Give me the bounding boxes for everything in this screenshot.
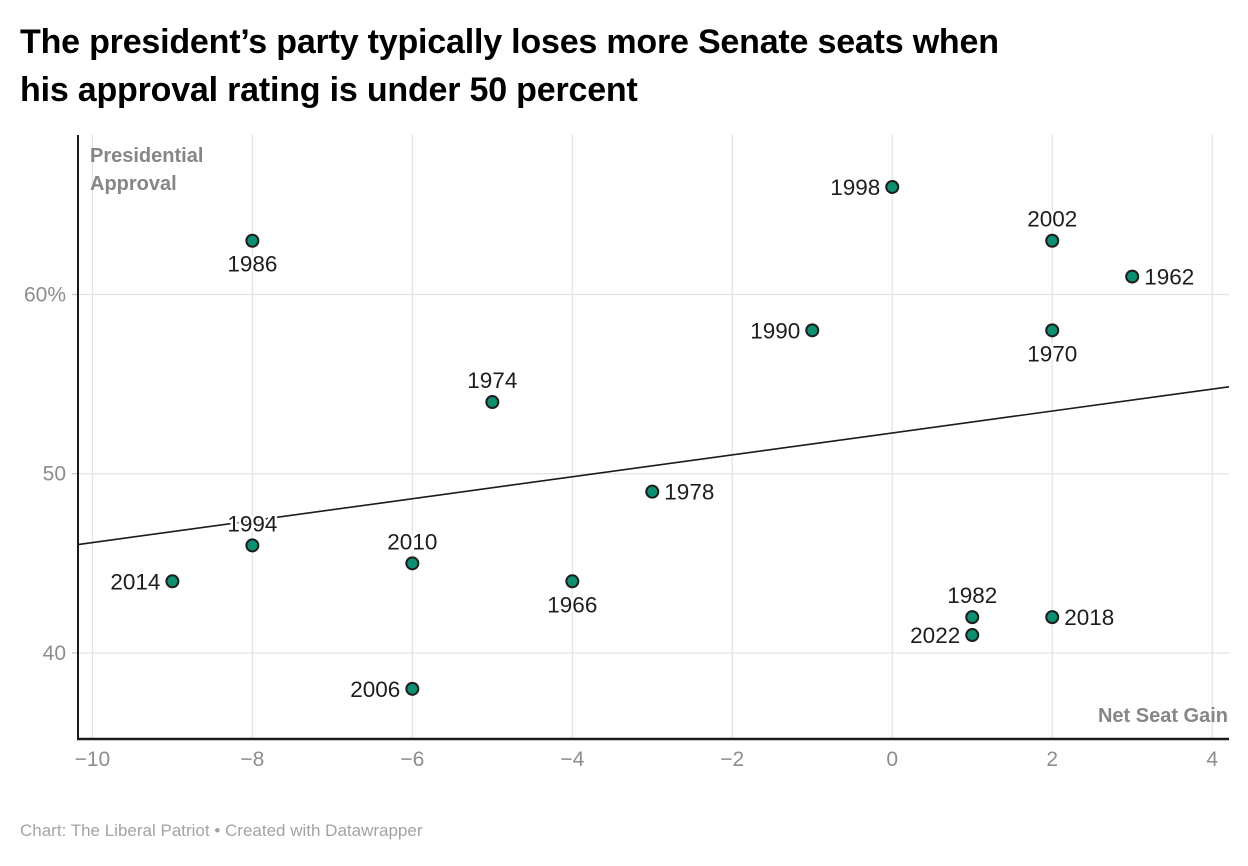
x-tick-label: 2	[1046, 748, 1058, 771]
data-point-label-1990: 1990	[750, 318, 800, 343]
x-tick-label: −4	[560, 748, 584, 771]
data-point-1994[interactable]	[245, 538, 260, 553]
data-point-1990[interactable]	[805, 323, 820, 338]
data-point-2014[interactable]	[165, 574, 180, 589]
data-point-2022[interactable]	[965, 628, 980, 643]
data-point-label-2018: 2018	[1064, 605, 1114, 630]
data-point-1974[interactable]	[485, 395, 500, 410]
data-point-label-1970: 1970	[1027, 341, 1077, 366]
data-point-1970[interactable]	[1045, 323, 1060, 338]
data-point-label-1978: 1978	[664, 480, 714, 505]
data-point-label-2014: 2014	[110, 569, 160, 594]
x-tick-label: −6	[400, 748, 424, 771]
data-point-1966[interactable]	[565, 574, 580, 589]
data-point-label-2022: 2022	[910, 623, 960, 648]
x-tick-label: −10	[75, 748, 111, 771]
data-point-label-1974: 1974	[467, 368, 517, 393]
data-point-1986[interactable]	[245, 233, 260, 248]
data-point-2010[interactable]	[405, 556, 420, 571]
trend-line	[77, 386, 1230, 546]
chart-footer-credit: Chart: The Liberal Patriot • Created wit…	[20, 821, 423, 840]
data-point-label-1986: 1986	[227, 252, 277, 277]
y-axis-title: Presidential Approval	[90, 145, 204, 195]
x-axis-title: Net Seat Gain	[1097, 705, 1228, 727]
data-point-label-1994: 1994	[227, 511, 277, 536]
data-point-label-1966: 1966	[547, 592, 597, 617]
data-point-1982[interactable]	[965, 610, 980, 625]
data-point-2006[interactable]	[405, 681, 420, 696]
x-tick-label: 0	[886, 748, 898, 771]
data-point-label-1998: 1998	[830, 175, 880, 200]
y-tick-label: 40	[43, 642, 66, 665]
data-point-label-2006: 2006	[350, 677, 400, 702]
x-tick-label: 4	[1206, 748, 1218, 771]
x-tick-label: −2	[720, 748, 744, 771]
data-point-label-2010: 2010	[387, 529, 437, 554]
chart-title: The president’s party typically loses mo…	[20, 23, 999, 109]
data-point-label-2002: 2002	[1027, 207, 1077, 232]
data-point-1978[interactable]	[645, 484, 660, 499]
y-tick-label: 50	[43, 463, 66, 486]
data-point-1962[interactable]	[1125, 269, 1140, 284]
data-point-1998[interactable]	[885, 179, 900, 194]
x-tick-label: −8	[240, 748, 264, 771]
data-point-2018[interactable]	[1045, 610, 1060, 625]
y-tick-label: 60%	[24, 284, 66, 307]
data-point-label-1982: 1982	[947, 583, 997, 608]
data-point-2002[interactable]	[1045, 233, 1060, 248]
data-point-label-1962: 1962	[1144, 265, 1194, 290]
